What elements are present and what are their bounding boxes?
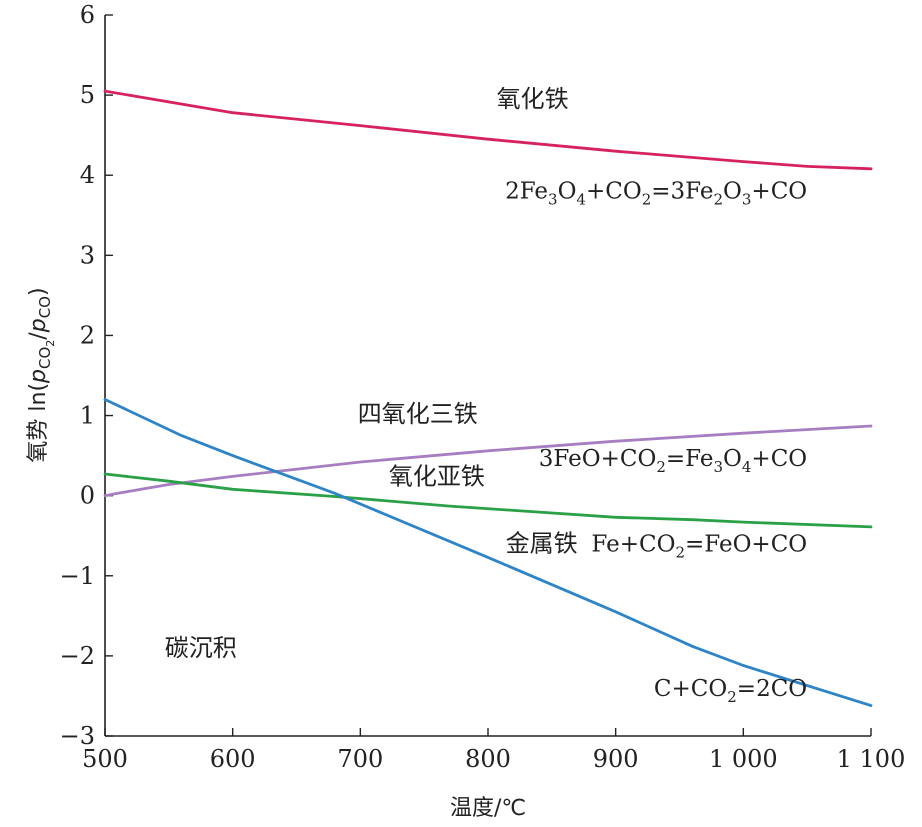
equation-text: +CO (586, 178, 642, 204)
equation-subscript: 2 (656, 458, 666, 476)
y-tick-label: 0 (80, 482, 95, 510)
x-axis-title: 温度/℃ (450, 796, 526, 821)
y-axis-title-p1-sub: CO (36, 347, 54, 369)
series-line-4 (103, 398, 873, 707)
reaction-equation-label: Fe+CO2=FeO+CO (591, 532, 807, 562)
equation-text: =Fe (666, 446, 714, 472)
x-tick-label: 1 100 (837, 745, 906, 773)
reaction-equation-label: 2Fe3O4+CO2=3Fe2O3+CO (505, 178, 807, 208)
equation-text: 2Fe (505, 178, 548, 204)
equation-text: =2CO (737, 676, 807, 702)
axes (104, 15, 871, 737)
x-tick-label: 800 (465, 745, 511, 773)
region-label: 氧化铁 (497, 85, 569, 113)
equation-text: C+CO (654, 676, 727, 702)
y-axis-title-p2-sub: CO (36, 296, 54, 318)
equation-text: +CO (751, 178, 807, 204)
equation-subscript: 2 (727, 688, 737, 706)
equation-text: O (558, 178, 577, 204)
region-label: 碳沉积 (165, 634, 237, 662)
equation-subscript: 3 (713, 458, 723, 476)
y-tick-label: 6 (80, 1, 95, 29)
series-line-1 (103, 89, 873, 171)
region-label: 四氧化三铁 (358, 400, 478, 428)
equation-subscript: 3 (548, 190, 558, 208)
y-axis-title-slash: / (26, 332, 51, 340)
y-axis-title-p1-sub2: 2 (44, 340, 57, 347)
y-tick-label: 1 (80, 402, 95, 430)
y-tick-label: 5 (80, 81, 95, 109)
x-tick-label: 1 000 (709, 745, 778, 773)
equation-subscript: 4 (576, 190, 586, 208)
equation-subscript: 2 (675, 544, 685, 562)
y-tick-label: 4 (80, 161, 95, 189)
y-tick-label: 3 (80, 241, 95, 269)
y-axis-title-p1: p (26, 369, 51, 384)
equation-subscript: 4 (742, 458, 752, 476)
region-label: 金属铁 (506, 530, 578, 558)
equation-text: O (723, 178, 742, 204)
series (103, 89, 873, 707)
y-axis-title-prefix: 氧势 ln( (26, 383, 51, 463)
y-tick-label: −3 (60, 722, 95, 750)
equation-subscript: 2 (642, 190, 652, 208)
y-tick-label: 2 (80, 321, 95, 349)
equation-text: =3Fe (651, 178, 713, 204)
equation-text: 3FeO+CO (539, 446, 657, 472)
equation-subscript: 3 (742, 190, 752, 208)
y-axis-title-p2: p (26, 318, 51, 333)
y-axis-title-suffix: ) (26, 287, 51, 296)
reaction-equation-label: C+CO2=2CO (654, 676, 807, 706)
y-tick-label: −2 (60, 642, 95, 670)
x-tick-label: 900 (593, 745, 639, 773)
series-line-2 (103, 424, 873, 498)
equation-text: +CO (751, 446, 807, 472)
equation-subscript: 2 (713, 190, 723, 208)
region-label: 氧化亚铁 (389, 462, 485, 490)
x-tick-label: 700 (337, 745, 383, 773)
x-tick-label: 600 (210, 745, 256, 773)
reaction-equation-label: 3FeO+CO2=Fe3O4+CO (539, 446, 807, 476)
equation-text: O (723, 446, 742, 472)
y-tick-label: −1 (60, 562, 95, 590)
equation-text: Fe+CO (591, 532, 675, 558)
annotations: 氧化铁2Fe3O4+CO2=3Fe2O3+CO四氧化三铁3FeO+CO2=Fe3… (165, 85, 807, 706)
y-axis-title: 氧势 ln(pCO2/pCO) (26, 287, 57, 462)
x-tick-label: 500 (82, 745, 128, 773)
equation-text: =FeO+CO (685, 532, 807, 558)
series-line-3 (103, 472, 873, 529)
